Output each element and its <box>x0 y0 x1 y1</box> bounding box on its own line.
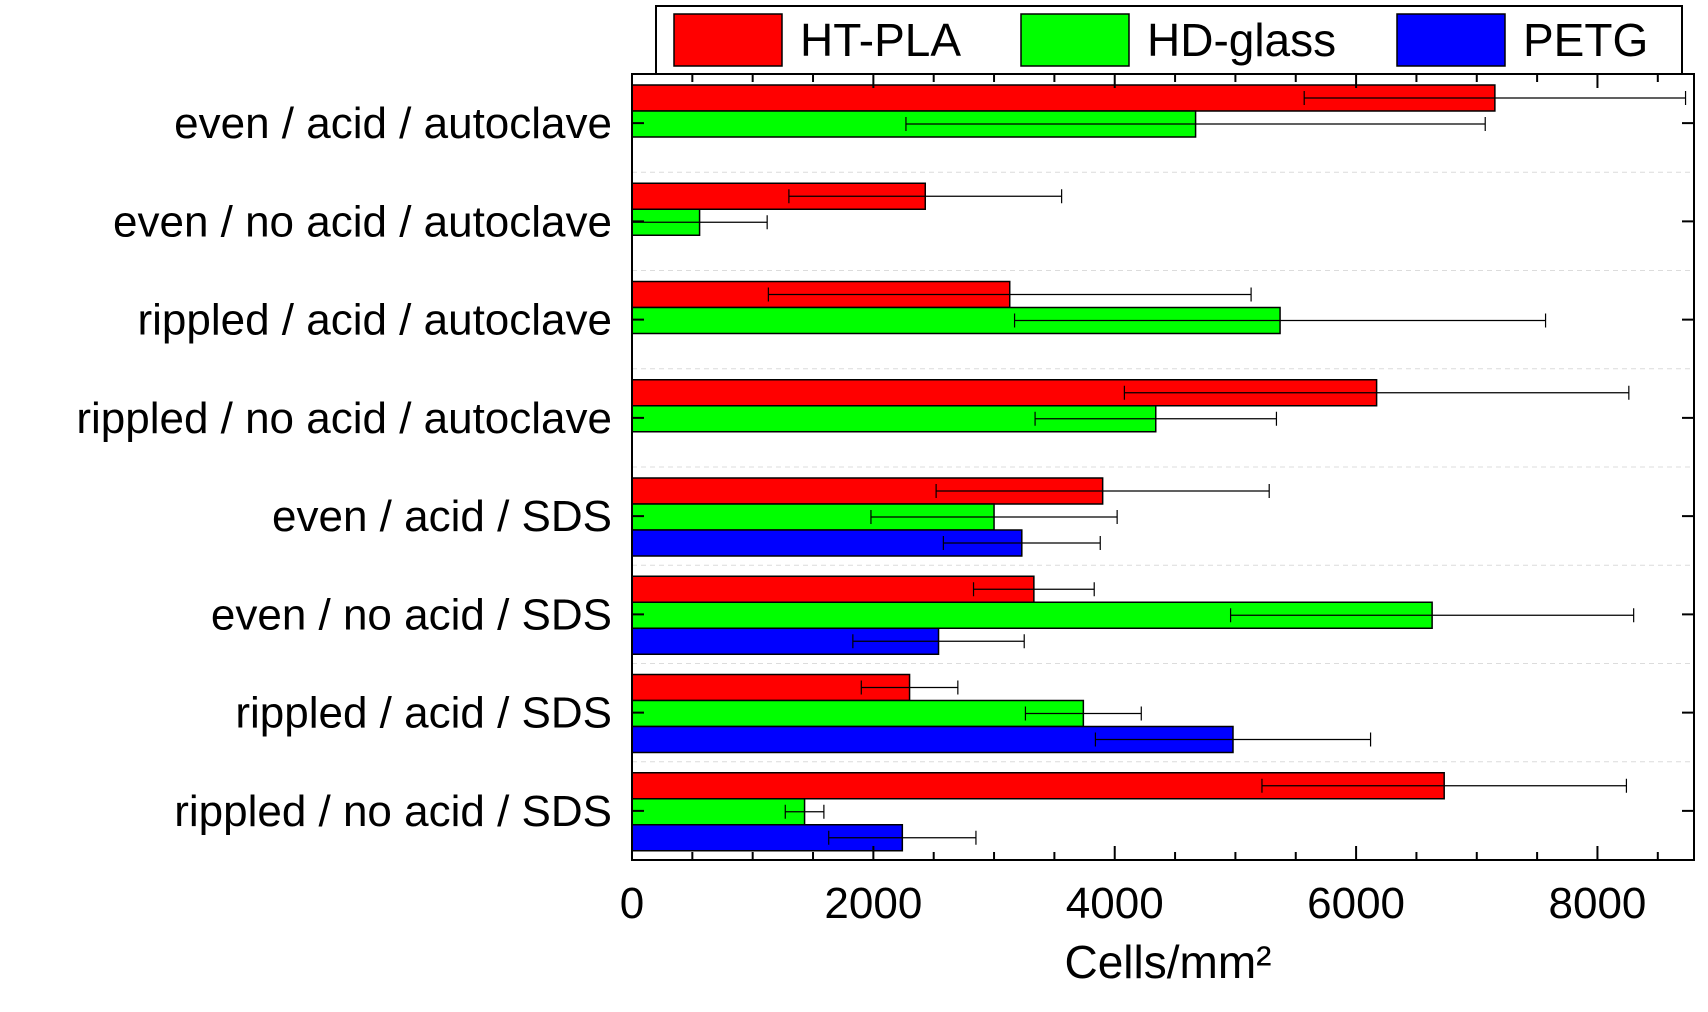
legend: HT-PLA HD-glass PETG <box>655 5 1683 75</box>
category-label: rippled / no acid / autoclave <box>76 394 612 443</box>
legend-swatch <box>1396 13 1506 67</box>
x-tick-label: 4000 <box>1066 879 1164 928</box>
legend-swatch <box>1020 13 1130 67</box>
category-label: rippled / acid / SDS <box>235 689 612 738</box>
category-label: even / acid / autoclave <box>174 99 612 148</box>
x-tick-labels: 0 2000 4000 6000 8000 <box>620 879 1647 928</box>
category-label: rippled / no acid / SDS <box>174 787 612 836</box>
grid <box>632 171 1694 763</box>
x-tick-label: 8000 <box>1549 879 1647 928</box>
bar-hd-glass <box>631 798 806 826</box>
legend-box <box>655 5 1683 75</box>
legend-swatch <box>673 13 783 67</box>
error-bars <box>631 91 1687 845</box>
category-label: rippled / acid / autoclave <box>137 296 612 345</box>
category-label: even / acid / SDS <box>272 492 612 541</box>
x-tick-label: 2000 <box>824 879 922 928</box>
x-tick-label: 6000 <box>1307 879 1405 928</box>
bars <box>631 84 1496 852</box>
legend-label: PETG <box>1523 14 1648 66</box>
x-axis-label: Cells/mm² <box>1065 936 1272 988</box>
x-tick-label: 0 <box>620 879 644 928</box>
category-label: even / no acid / autoclave <box>113 197 612 246</box>
category-labels: even / acid / autoclave even / no acid / … <box>76 99 612 836</box>
legend-label: HD-glass <box>1147 14 1336 66</box>
axis-ticks <box>631 74 1694 860</box>
legend-label: HT-PLA <box>800 14 961 66</box>
bar-hd-glass <box>631 699 1085 728</box>
category-label: even / no acid / SDS <box>211 590 612 639</box>
